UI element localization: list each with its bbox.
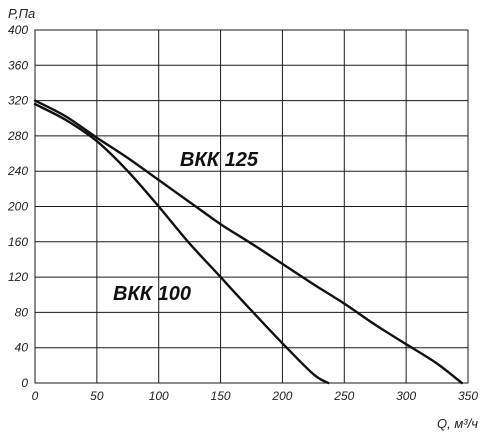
- x-tick-label: 0: [32, 389, 39, 403]
- y-axis-title: P,Па: [8, 6, 35, 21]
- x-tick-label: 100: [149, 389, 169, 403]
- x-tick-label: 200: [271, 389, 292, 403]
- grid: [35, 30, 468, 383]
- y-tick-label: 400: [8, 23, 28, 37]
- x-tick-label: 250: [333, 389, 354, 403]
- x-axis-title: Q, м³/ч: [437, 416, 478, 431]
- series-label-vkk100: ВКК 100: [113, 283, 191, 305]
- y-tick-label: 160: [8, 235, 28, 249]
- curves: [33, 99, 463, 385]
- y-tick-label: 320: [8, 94, 28, 108]
- y-tick-label: 80: [15, 305, 29, 319]
- curve-vkk100: [33, 102, 330, 385]
- y-tick-label: 200: [7, 200, 28, 214]
- y-tick-label: 40: [15, 341, 29, 355]
- series-label-vkk125: ВКК 125: [180, 149, 259, 171]
- curve-vkk125: [33, 99, 463, 385]
- y-tick-label: 0: [21, 376, 28, 390]
- y-tick-label: 240: [7, 164, 28, 178]
- x-tick-label: 350: [458, 389, 478, 403]
- x-tick-label: 50: [90, 389, 104, 403]
- x-tick-label: 300: [396, 389, 416, 403]
- y-tick-label: 360: [8, 58, 28, 72]
- x-tick-label: 150: [211, 389, 231, 403]
- y-tick-label: 120: [8, 270, 28, 284]
- x-tick-labels: 0 50 100 150 200 250 300 350: [32, 389, 479, 403]
- y-tick-label: 280: [7, 129, 28, 143]
- y-tick-labels: 0 40 80 120 160 200 240 280 320 360 400: [7, 23, 28, 390]
